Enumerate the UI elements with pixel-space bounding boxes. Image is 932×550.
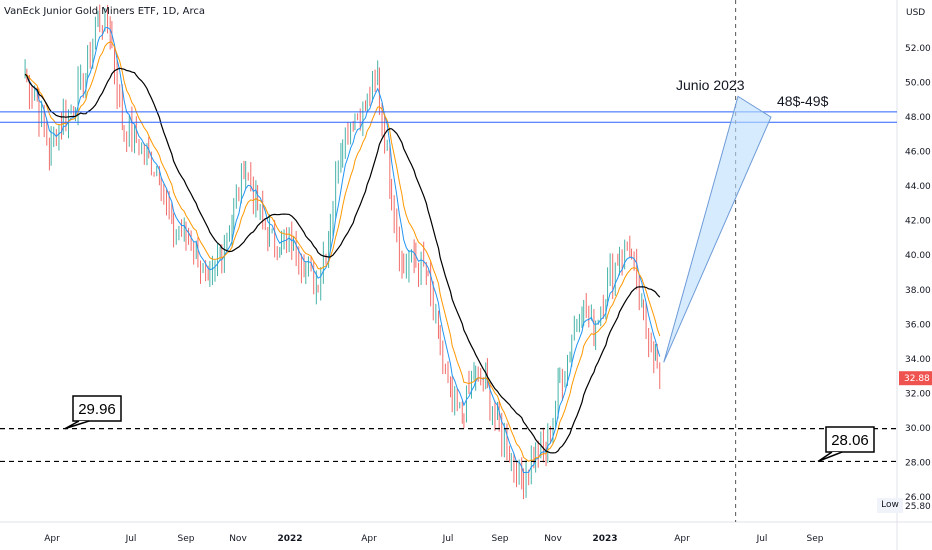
x-tick-label: Sep bbox=[492, 534, 509, 544]
last-price-value: 32.88 bbox=[904, 374, 930, 384]
callout-28-06-text: 28.06 bbox=[831, 432, 869, 449]
x-tick-label: Nov bbox=[229, 534, 247, 544]
x-tick-label: Jul bbox=[756, 534, 768, 544]
callout-29-96-box bbox=[72, 395, 122, 422]
chart-title: VanEck Junior Gold Miners ETF, 1D, Arca bbox=[4, 6, 206, 17]
callout-29-96-text: 29.96 bbox=[78, 401, 116, 418]
ema-fast-line bbox=[24, 26, 661, 474]
callout-28-06-pointer bbox=[817, 451, 843, 463]
annotations: Junio 2023 48$-49$ 29.96 28.06 32.88 25.80 bbox=[0, 0, 932, 522]
y-tick-label: 40.00 bbox=[905, 251, 931, 261]
y-tick-label: 26.00 bbox=[905, 493, 931, 503]
x-tick-label: Jul bbox=[442, 534, 454, 544]
projection-target-label: 48$-49$ bbox=[777, 93, 829, 109]
x-tick-label: Jul bbox=[125, 534, 137, 544]
callout-28-06-box bbox=[825, 426, 875, 453]
y-tick-label: 34.00 bbox=[905, 355, 931, 365]
ema-mid-line bbox=[24, 41, 661, 462]
time-axis[interactable]: Apr Jul Sep Nov 2022 Apr Jul Sep Nov 2023 Apr Jul Se… bbox=[44, 534, 824, 544]
x-tick-label: Sep bbox=[807, 534, 824, 544]
projection-date-label: Junio 2023 bbox=[676, 77, 745, 93]
y-tick-label: 48.00 bbox=[905, 113, 931, 123]
x-tick-label: Sep bbox=[178, 534, 195, 544]
sma-slow-line bbox=[24, 67, 661, 454]
last-price-badge bbox=[899, 371, 932, 386]
y-tick-label: 30.00 bbox=[905, 424, 931, 434]
low-label: Low bbox=[877, 498, 903, 513]
currency-label: USD bbox=[906, 8, 925, 18]
low-value: 25.80 bbox=[905, 502, 931, 512]
x-tick-label: Nov bbox=[544, 534, 562, 544]
x-tick-label: Apr bbox=[674, 534, 690, 544]
plot-area[interactable] bbox=[24, 4, 661, 500]
y-tick-label: 50.00 bbox=[905, 79, 931, 89]
y-tick-label: 46.00 bbox=[905, 148, 931, 158]
x-tick-label: 2022 bbox=[277, 534, 302, 544]
y-tick-label: 36.00 bbox=[905, 320, 931, 330]
callout-29-96-pointer bbox=[64, 420, 90, 430]
y-tick-label: 28.00 bbox=[905, 458, 931, 468]
projection-fan bbox=[663, 95, 772, 363]
x-tick-label: Apr bbox=[361, 534, 377, 544]
y-tick-label: 38.00 bbox=[905, 286, 931, 296]
y-tick-label: 44.00 bbox=[905, 182, 931, 192]
y-tick-label: 32.00 bbox=[905, 389, 931, 399]
price-axis[interactable]: 52.00 50.00 48.00 46.00 44.00 42.00 40.00 38.00… bbox=[905, 44, 931, 503]
y-tick-label: 52.00 bbox=[905, 44, 931, 54]
y-tick-label: 42.00 bbox=[905, 217, 931, 227]
x-tick-label: 2023 bbox=[592, 534, 617, 544]
x-tick-label: Apr bbox=[44, 534, 60, 544]
